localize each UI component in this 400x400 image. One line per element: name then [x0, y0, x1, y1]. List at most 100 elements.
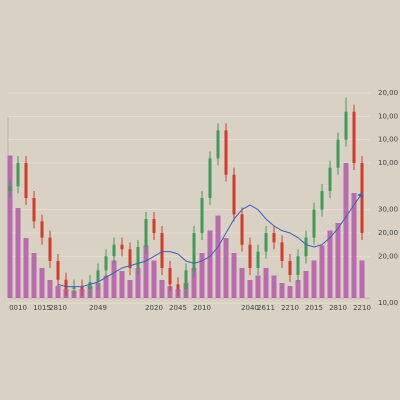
- volume-bar: [15, 208, 21, 298]
- y-tick-label: 30,00: [378, 206, 398, 214]
- volume-bar: [303, 271, 309, 298]
- volume-bar: [103, 275, 109, 298]
- volume-bar: [111, 260, 117, 298]
- volume-bar: [311, 260, 317, 298]
- volume-bar: [191, 268, 197, 298]
- candle-body: [88, 282, 92, 289]
- x-tick-label: 2015: [305, 304, 323, 312]
- candle-body: [280, 242, 284, 261]
- candle-body: [192, 233, 196, 271]
- candle-body: [184, 270, 188, 289]
- candle-body: [128, 249, 132, 268]
- x-tick-label: 2049: [89, 304, 107, 312]
- volume-bar: [271, 275, 277, 298]
- x-tick-label: 2010: [193, 304, 211, 312]
- candle-body: [344, 111, 348, 140]
- x-tick-label: 2810: [49, 304, 67, 312]
- y-tick-label: 20,00: [378, 252, 398, 260]
- x-tick-label: 2045: [169, 304, 187, 312]
- volume-bar: [319, 245, 325, 298]
- candle-body: [312, 209, 316, 238]
- volume-bar: [263, 268, 269, 298]
- volume-bar: [47, 280, 53, 298]
- candle-body: [232, 174, 236, 215]
- candle-body: [296, 256, 300, 275]
- candle-body: [40, 221, 44, 238]
- volume-bar: [31, 253, 37, 298]
- volume-bar: [207, 230, 213, 298]
- volume-bar: [335, 223, 341, 298]
- candle-body: [256, 251, 260, 268]
- x-tick-label: 2040: [241, 304, 259, 312]
- candle-body: [56, 261, 60, 280]
- candle-body: [32, 198, 36, 222]
- volume-bar: [159, 280, 165, 298]
- x-tick-label: 1015: [33, 304, 51, 312]
- candle-body: [72, 286, 76, 289]
- volume-bar: [135, 268, 141, 298]
- volume-bar: [279, 283, 285, 298]
- candle-body: [168, 268, 172, 285]
- candle-body: [112, 244, 116, 257]
- volume-bar: [359, 260, 365, 298]
- volume-bar: [199, 253, 205, 298]
- candle-body: [248, 244, 252, 268]
- candle-body: [352, 111, 356, 163]
- candle-body: [8, 186, 12, 191]
- candle-body: [64, 279, 68, 289]
- candle-body: [152, 219, 156, 233]
- volume-bar: [39, 268, 45, 298]
- x-tick-label: 2210: [353, 304, 371, 312]
- candle-body: [144, 219, 148, 247]
- volume-bar: [295, 280, 301, 298]
- volume-bar: [151, 260, 157, 298]
- volume-bar: [351, 193, 357, 298]
- candle-body: [176, 284, 180, 289]
- volume-bar: [223, 238, 229, 298]
- y-tick-label: 10,00: [378, 299, 398, 307]
- candle-body: [80, 286, 84, 289]
- volume-bar: [255, 275, 261, 298]
- candle-body: [200, 198, 204, 233]
- candle-body: [96, 270, 100, 282]
- volume-bar: [119, 271, 125, 298]
- volume-bar: [231, 253, 237, 298]
- y-tick-label: 20,00: [378, 89, 398, 97]
- y-tick-label: 10,00: [378, 136, 398, 144]
- volume-bar: [247, 280, 253, 298]
- candle-body: [264, 233, 268, 252]
- volume-bar: [23, 238, 29, 298]
- candle-body: [288, 261, 292, 275]
- candle-body: [224, 130, 228, 175]
- candle-body: [104, 256, 108, 271]
- candle-body: [160, 233, 164, 268]
- volume-bar: [7, 155, 13, 298]
- moving-average: [57, 192, 363, 288]
- y-tick-label: 10,00: [378, 112, 398, 120]
- volume-bar: [327, 230, 333, 298]
- y-tick-label: 10,00: [378, 159, 398, 167]
- candle-body: [320, 191, 324, 210]
- x-tick-label: 2611: [257, 304, 275, 312]
- candle-body: [208, 158, 212, 198]
- volume-bar: [239, 268, 245, 298]
- x-tick-label: 2020: [145, 304, 163, 312]
- candle-body: [136, 247, 140, 268]
- volume-bar: [127, 280, 133, 298]
- x-tick-label: 2810: [329, 304, 347, 312]
- candle-body: [328, 167, 332, 191]
- candle-body: [304, 237, 308, 257]
- volume-bar: [167, 286, 173, 298]
- volume-bar: [215, 215, 221, 298]
- candle-body: [216, 130, 220, 159]
- candle-body: [272, 233, 276, 243]
- candle-body: [16, 163, 20, 187]
- candle-body: [240, 214, 244, 245]
- volume-bar: [95, 283, 101, 298]
- candle-body: [336, 139, 340, 168]
- candle-body: [120, 244, 124, 250]
- volume-bar: [343, 163, 349, 298]
- x-tick-label: 0010: [9, 304, 27, 312]
